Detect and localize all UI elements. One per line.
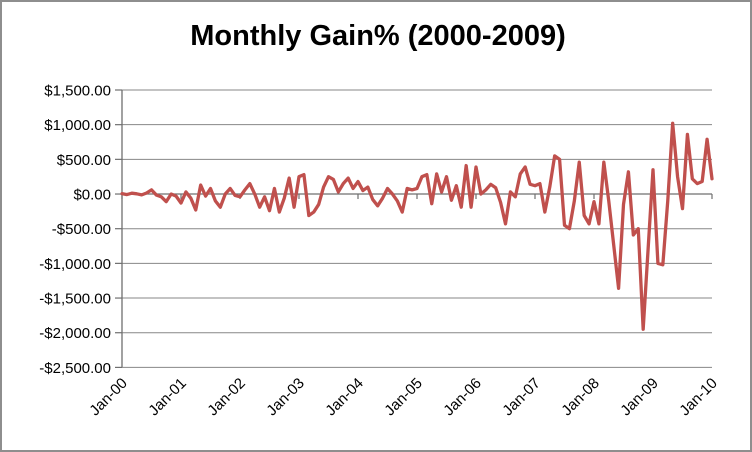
x-axis-label: Jan-05 bbox=[381, 375, 425, 419]
series-line bbox=[120, 121, 714, 331]
y-axis-label: $0.00 bbox=[73, 187, 111, 204]
x-axis-label: Jan-06 bbox=[440, 375, 484, 419]
x-axis-label: Jan-09 bbox=[617, 375, 661, 419]
y-axis-label: -$2,500.00 bbox=[39, 360, 111, 377]
x-axis-label: Jan-03 bbox=[263, 375, 307, 419]
x-axis-label: Jan-07 bbox=[499, 375, 543, 419]
y-axis-label: -$1,000.00 bbox=[39, 256, 111, 273]
x-axis-label: Jan-10 bbox=[676, 375, 720, 419]
chart-title: Monthly Gain% (2000-2009) bbox=[190, 20, 566, 52]
y-axis-label: $500.00 bbox=[57, 152, 111, 169]
x-axis-label: Jan-02 bbox=[204, 375, 248, 419]
y-axis-label: -$2,000.00 bbox=[39, 325, 111, 342]
x-axis-label: Jan-04 bbox=[322, 375, 366, 419]
x-axis-label: Jan-01 bbox=[145, 375, 189, 419]
x-axis-label: Jan-00 bbox=[86, 375, 130, 419]
y-axis-label: -$500.00 bbox=[52, 221, 111, 238]
y-axis-label: $1,000.00 bbox=[44, 117, 111, 134]
x-axis-label: Jan-08 bbox=[558, 375, 602, 419]
y-axis-label: $1,500.00 bbox=[44, 83, 111, 100]
y-axis-label: -$1,500.00 bbox=[39, 291, 111, 308]
